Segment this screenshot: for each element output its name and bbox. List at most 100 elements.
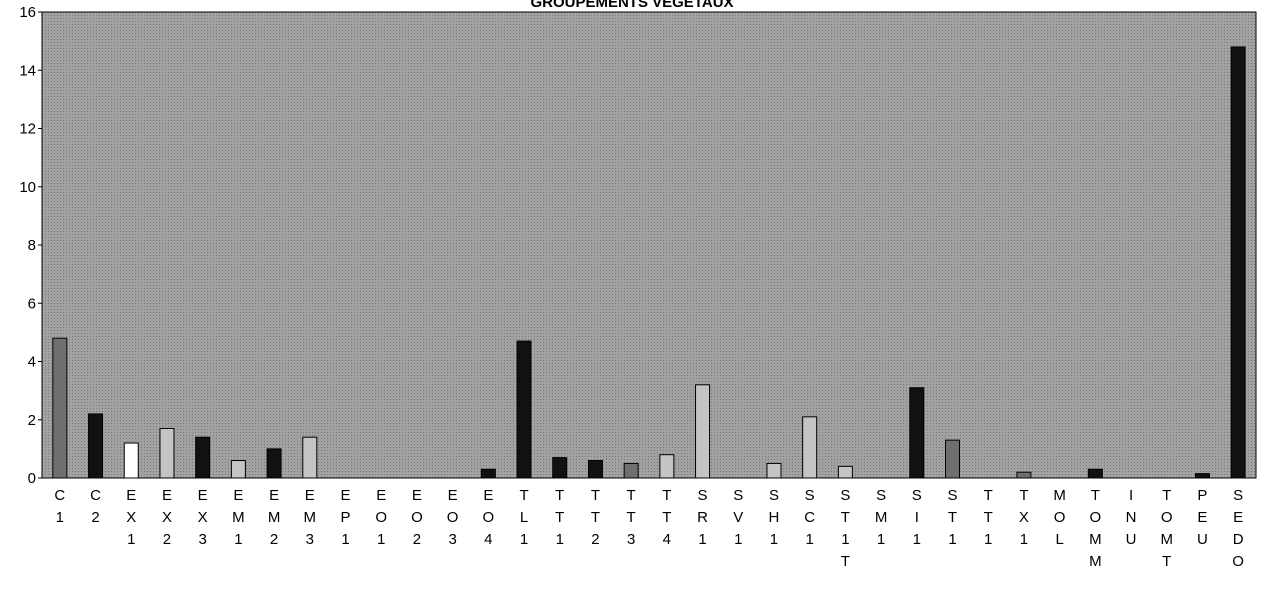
- category-label: V: [733, 509, 743, 526]
- category-label: T: [984, 487, 993, 504]
- y-tick-label: 10: [19, 179, 36, 196]
- y-tick-label: 14: [19, 62, 36, 79]
- category-label: C: [804, 509, 815, 526]
- category-label: 1: [698, 531, 706, 548]
- chart-title: GROUPEMENTS VEGETAUX: [530, 0, 733, 11]
- category-label: O: [1054, 509, 1066, 526]
- category-label: S: [805, 487, 815, 504]
- category-label: O: [1232, 553, 1244, 570]
- bars: [52, 46, 1246, 479]
- category-label: M: [1089, 553, 1102, 570]
- category-label: 1: [56, 509, 64, 526]
- category-label: T: [841, 553, 850, 570]
- category-label: T: [1162, 553, 1171, 570]
- category-label: 4: [484, 531, 492, 548]
- category-label: C: [90, 487, 101, 504]
- category-label: E: [233, 487, 243, 504]
- category-label: N: [1126, 509, 1137, 526]
- bar: [766, 462, 782, 479]
- category-label: T: [1019, 487, 1028, 504]
- bar: [659, 454, 675, 479]
- bar: [945, 439, 960, 479]
- category-label: 2: [91, 509, 99, 526]
- category-label: S: [769, 487, 779, 504]
- category-label: 1: [877, 531, 885, 548]
- y-tick-label: 4: [28, 354, 36, 371]
- category-label: 2: [270, 531, 278, 548]
- category-label: 1: [377, 531, 385, 548]
- category-label: S: [876, 487, 886, 504]
- category-label: S: [947, 487, 957, 504]
- category-label: T: [948, 509, 957, 526]
- category-label: E: [340, 487, 350, 504]
- category-label: C: [54, 487, 65, 504]
- category-label: T: [591, 487, 600, 504]
- bar: [52, 337, 68, 479]
- y-tick-label: 8: [28, 237, 36, 254]
- category-label: E: [162, 487, 172, 504]
- category-label: T: [662, 509, 671, 526]
- category-label: 1: [520, 531, 528, 548]
- bar: [480, 468, 496, 479]
- category-label: O: [482, 509, 494, 526]
- bar: [266, 448, 282, 479]
- category-label: O: [1161, 509, 1173, 526]
- bar: [552, 457, 568, 479]
- category-label: R: [697, 509, 708, 526]
- category-label: T: [555, 487, 564, 504]
- category-label: X: [198, 509, 208, 526]
- category-label: T: [627, 487, 636, 504]
- category-label: 2: [163, 531, 171, 548]
- category-label: T: [841, 509, 850, 526]
- category-label: M: [1053, 487, 1066, 504]
- bar: [123, 442, 139, 479]
- category-label: H: [769, 509, 780, 526]
- plot-area: [41, 11, 1257, 479]
- bar: [909, 387, 925, 479]
- category-label: T: [1162, 487, 1171, 504]
- category-label: X: [1019, 509, 1029, 526]
- y-tick-label: 2: [28, 412, 36, 429]
- category-label: 3: [448, 531, 456, 548]
- category-label: E: [483, 487, 493, 504]
- category-label: E: [1197, 509, 1207, 526]
- category-label: T: [627, 509, 636, 526]
- category-label: T: [519, 487, 528, 504]
- category-label: S: [1233, 487, 1243, 504]
- category-label: E: [448, 487, 458, 504]
- category-label: 1: [984, 531, 992, 548]
- category-label: T: [984, 509, 993, 526]
- category-label: L: [520, 509, 528, 526]
- y-tick-label: 6: [28, 295, 36, 312]
- category-label: O: [447, 509, 459, 526]
- y-tick-label: 0: [28, 470, 36, 487]
- y-tick-label: 12: [19, 121, 36, 138]
- category-label: M: [1089, 531, 1102, 548]
- category-label: 1: [948, 531, 956, 548]
- category-label: 3: [306, 531, 314, 548]
- category-label: U: [1126, 531, 1137, 548]
- category-label: S: [912, 487, 922, 504]
- category-label: X: [162, 509, 172, 526]
- y-axis: 0 2 4 6 8 10 12 14 16: [19, 4, 42, 487]
- category-label: M: [304, 509, 317, 526]
- category-label: 4: [663, 531, 671, 548]
- bar: [1230, 46, 1246, 479]
- bar: [1087, 468, 1103, 479]
- bar: [88, 413, 104, 479]
- category-label: P: [1197, 487, 1207, 504]
- category-label: O: [411, 509, 423, 526]
- bar: [587, 460, 603, 479]
- category-label: M: [232, 509, 245, 526]
- category-label: E: [1233, 509, 1243, 526]
- category-label: M: [268, 509, 281, 526]
- category-label: 1: [841, 531, 849, 548]
- category-label: S: [733, 487, 743, 504]
- bar: [695, 384, 711, 479]
- bar: [195, 436, 211, 479]
- category-label: I: [915, 509, 919, 526]
- category-label: 1: [341, 531, 349, 548]
- bar: [623, 462, 639, 479]
- category-label: 1: [734, 531, 742, 548]
- category-label: 1: [234, 531, 242, 548]
